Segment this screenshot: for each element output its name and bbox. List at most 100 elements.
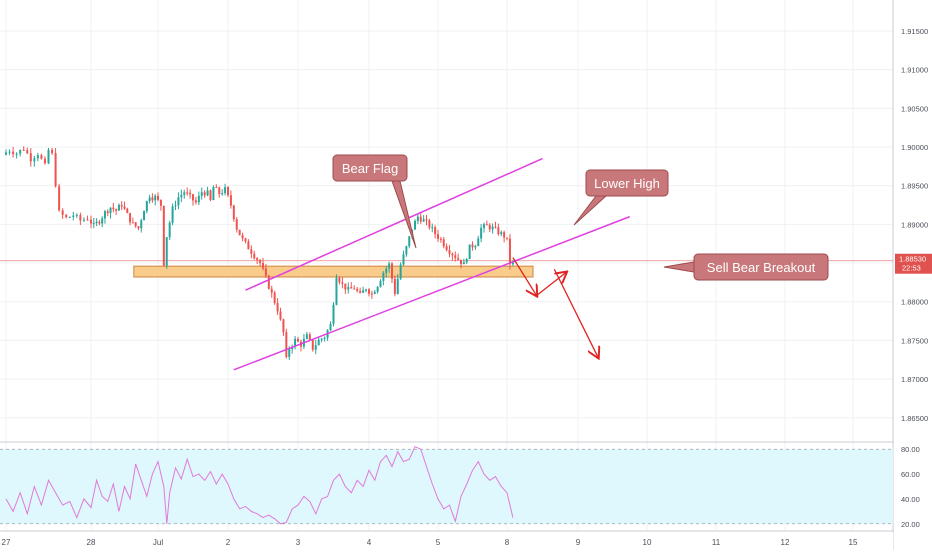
candle-body <box>212 187 215 201</box>
time-axis-bg <box>0 532 893 550</box>
candle-body <box>485 224 488 226</box>
candle-body <box>511 261 514 265</box>
candle-body <box>416 216 419 222</box>
candle-body <box>451 253 454 256</box>
bear-flag-callout-box <box>332 154 408 182</box>
projection-arrows <box>512 257 598 358</box>
candle-body <box>224 187 227 194</box>
candle-body <box>22 149 25 151</box>
candle-body <box>465 259 468 263</box>
candle-body <box>247 241 250 250</box>
candle-body <box>408 236 411 247</box>
candle-body <box>151 197 154 201</box>
candle-body <box>477 238 480 247</box>
candle-body <box>344 283 347 290</box>
candle-body <box>15 153 18 155</box>
candle-body <box>491 226 494 230</box>
candle-body <box>137 226 140 229</box>
sell-callout-box <box>693 253 829 281</box>
support-zone-rect <box>133 265 534 278</box>
candle-body <box>393 278 396 294</box>
candle-body <box>494 226 497 228</box>
candle-body <box>65 214 68 218</box>
candle-body <box>500 232 503 235</box>
candle-body <box>273 292 276 304</box>
candle-body <box>92 223 95 225</box>
countdown-label: 22:53 <box>902 264 921 273</box>
candle-body <box>253 253 256 259</box>
candle-body <box>126 208 129 214</box>
candle-body <box>123 206 126 209</box>
candle-body <box>460 259 462 265</box>
candle-body <box>332 304 335 324</box>
channel-lower-line[interactable] <box>233 215 631 371</box>
lower-high-callout: Lower High <box>573 169 669 226</box>
projection-arrow <box>536 272 567 297</box>
time-tick-label: 8 <box>505 538 510 547</box>
rsi-band-fill <box>0 449 893 524</box>
rsi-tick-label: 60.00 <box>901 470 920 479</box>
candle-body <box>359 290 362 293</box>
price-tick-label: 1.90000 <box>901 143 928 152</box>
candle-body <box>445 246 448 251</box>
candle-body <box>183 192 186 195</box>
candle-body <box>218 187 221 195</box>
rsi-tick-label: 40.00 <box>901 495 920 504</box>
candle-body <box>54 153 57 187</box>
channel-upper-line[interactable] <box>245 157 543 291</box>
sell-callout: Sell Bear Breakout <box>663 253 829 281</box>
candle-body <box>165 237 168 266</box>
candle-body <box>379 280 382 287</box>
candle-body <box>396 278 399 294</box>
candle-body <box>471 244 474 248</box>
time-tick-label: 9 <box>576 538 581 547</box>
candle-body <box>385 268 388 273</box>
candle-body <box>373 291 376 294</box>
rsi-tick-label: 80.00 <box>901 445 920 454</box>
bear-flag-channel[interactable] <box>233 157 631 371</box>
price-tick-label: 1.89000 <box>901 220 928 229</box>
candle-body <box>112 207 115 210</box>
candle-body <box>189 192 192 195</box>
candle-body <box>192 194 194 201</box>
candle-body <box>308 334 311 340</box>
candle-body <box>43 158 46 164</box>
candle-body <box>79 214 82 221</box>
candle-body <box>51 149 54 154</box>
candle-body <box>215 187 218 189</box>
time-tick-label: 15 <box>849 538 858 547</box>
candle-body <box>159 199 162 206</box>
candle-body <box>227 187 229 196</box>
candle-body <box>131 222 134 224</box>
candle-body <box>462 262 465 265</box>
candle-body <box>311 339 314 350</box>
candle-body <box>148 197 151 202</box>
time-tick-label: 5 <box>436 538 441 547</box>
candle-body <box>431 227 434 229</box>
candle-body <box>320 338 323 340</box>
candle-body <box>72 215 75 217</box>
candle-body <box>434 227 437 235</box>
price-tick-label: 1.91000 <box>901 66 928 75</box>
candle-body <box>483 224 485 228</box>
candle-body <box>262 263 264 269</box>
candle-body <box>120 204 123 207</box>
candle-body <box>454 255 457 259</box>
candle-body <box>109 207 112 214</box>
candle-body <box>508 238 511 265</box>
lower-high-callout-pointer <box>573 195 608 226</box>
candle-body <box>267 275 270 289</box>
rsi-tick-label: 20.00 <box>901 520 920 529</box>
candle-body <box>180 194 183 198</box>
candle-body <box>75 214 78 216</box>
candle-body <box>350 287 353 289</box>
candle-body <box>428 220 431 228</box>
candle-body <box>335 277 338 305</box>
candle-body <box>276 303 279 312</box>
candle-body <box>98 221 101 224</box>
candle-body <box>168 222 171 238</box>
candle-body <box>171 206 174 223</box>
